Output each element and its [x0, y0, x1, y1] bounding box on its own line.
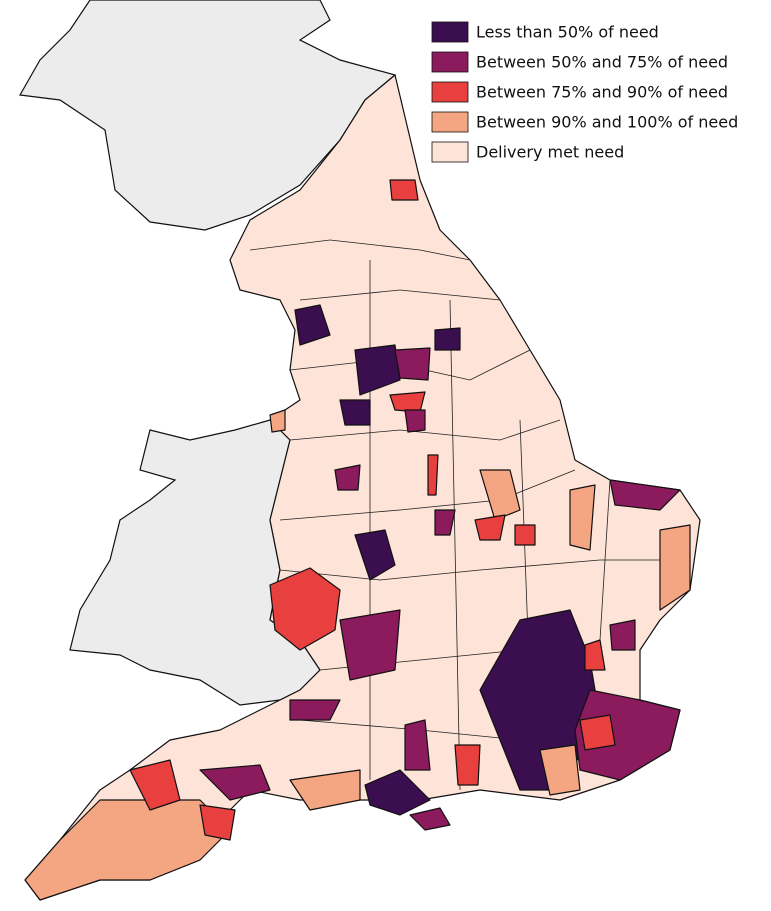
legend-label: Less than 50% of need [476, 23, 659, 42]
legend-swatch [431, 141, 469, 163]
region [289, 699, 341, 721]
region [434, 327, 461, 351]
region [199, 804, 236, 841]
region [539, 744, 581, 796]
region [24, 799, 231, 901]
region [334, 464, 361, 491]
legend: Less than 50% of need Between 50% and 75%… [431, 21, 738, 163]
region [289, 769, 361, 811]
region [394, 347, 431, 381]
legend-swatch [431, 81, 469, 103]
region [609, 619, 636, 651]
region [569, 484, 596, 551]
region [354, 529, 396, 581]
region [389, 391, 426, 413]
region [269, 409, 286, 433]
neighbours [19, 0, 397, 706]
region [364, 769, 431, 816]
region [354, 344, 401, 396]
region [339, 399, 371, 426]
region [584, 639, 606, 671]
legend-label: Between 75% and 90% of need [476, 83, 728, 102]
region [454, 744, 481, 786]
region [479, 469, 521, 521]
region [199, 764, 271, 801]
region [339, 609, 401, 681]
region [474, 514, 506, 541]
legend-swatch [431, 111, 469, 133]
region [269, 567, 341, 651]
region [574, 689, 681, 781]
region [404, 409, 426, 433]
region [514, 524, 536, 546]
region [129, 759, 181, 811]
region [579, 714, 616, 751]
region [389, 179, 419, 201]
region [294, 304, 331, 346]
region [404, 719, 431, 771]
legend-swatch [431, 21, 469, 43]
legend-label: Between 90% and 100% of need [476, 113, 738, 132]
region [434, 509, 456, 536]
region [409, 807, 451, 831]
region [609, 479, 681, 511]
legend-label: Delivery met need [476, 143, 624, 162]
region [427, 454, 439, 496]
legend-swatch [431, 51, 469, 73]
legend-label: Between 50% and 75% of need [476, 53, 728, 72]
england [24, 74, 701, 901]
region [659, 524, 691, 611]
